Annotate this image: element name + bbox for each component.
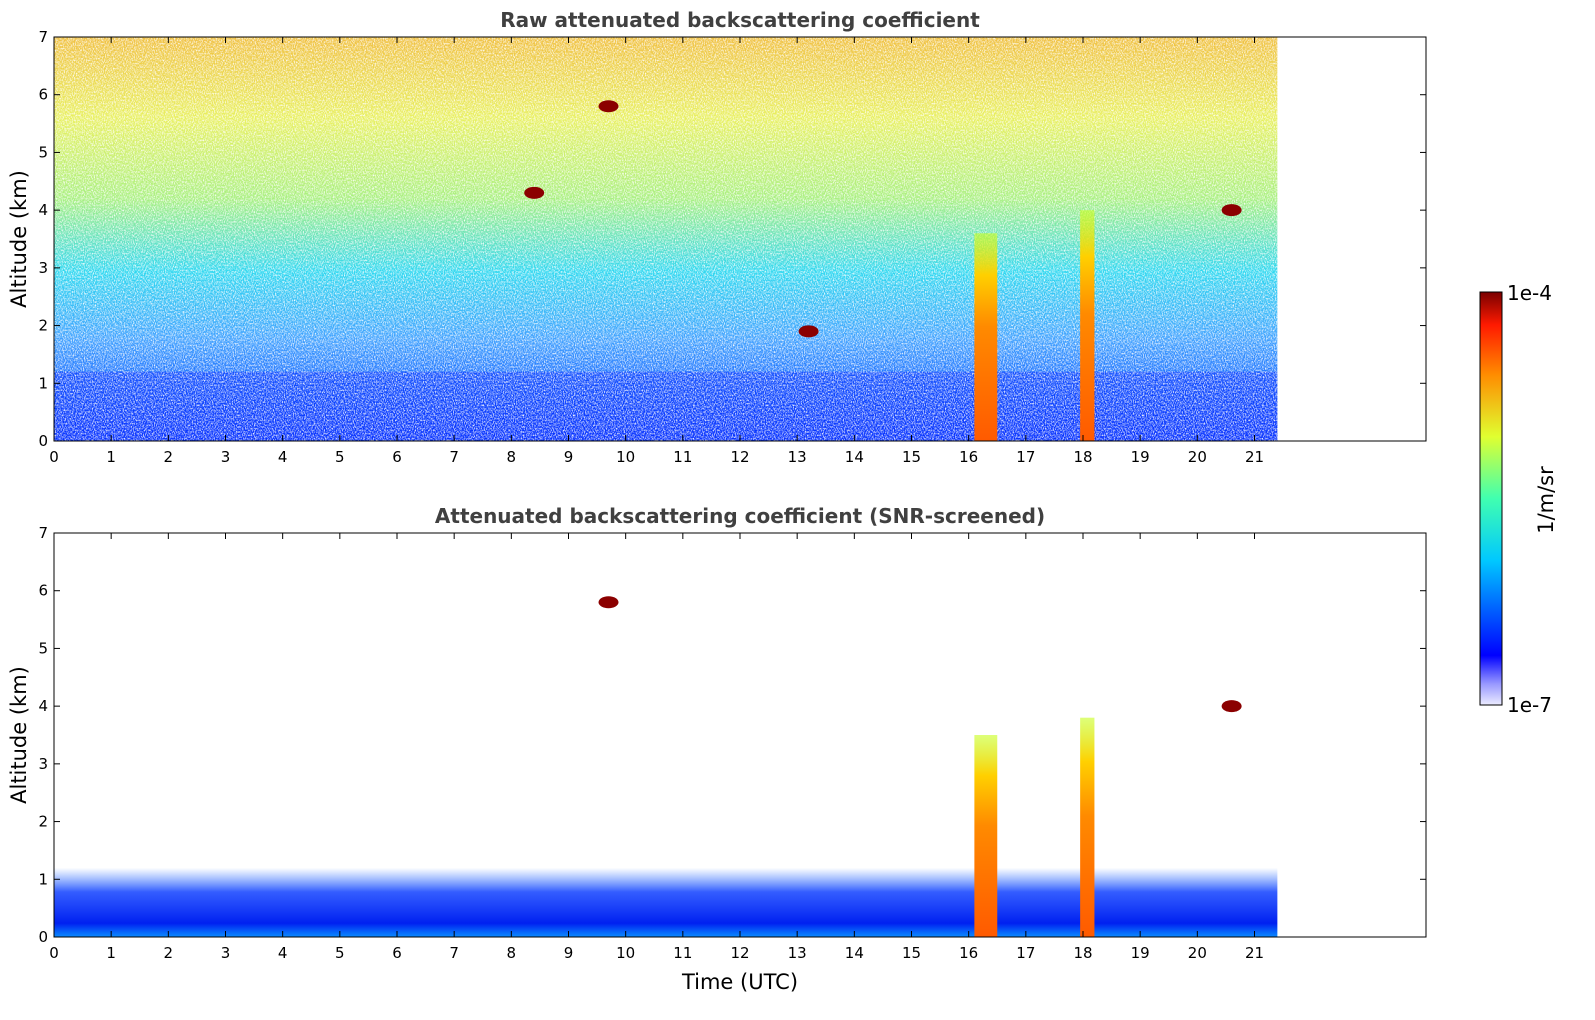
- x-tick-label: 13: [788, 448, 807, 466]
- x-tick-label: 5: [335, 448, 345, 466]
- chart-panel-1: 0 1 2 3 4 5 6 7 8 9 10 11 12 13 14 15 16 17 18 19 20 21012345…: [7, 8, 1427, 466]
- precipitation-column: [974, 233, 998, 441]
- x-tick-label: 10: [616, 944, 635, 962]
- precipitation-column: [1080, 717, 1095, 937]
- y-tick-label: 6: [38, 86, 48, 104]
- cloud-mark: [1221, 204, 1242, 217]
- x-tick-label: 4: [278, 448, 288, 466]
- x-tick-label: 19: [1131, 448, 1150, 466]
- noise-overlay: [54, 37, 1278, 441]
- y-tick-label: 7: [38, 28, 48, 46]
- x-tick-label: 17: [1016, 448, 1035, 466]
- x-tick-label: 11: [673, 448, 692, 466]
- y-tick-label: 7: [38, 524, 48, 542]
- x-tick-label: 11: [673, 944, 692, 962]
- y-tick-label: 5: [38, 639, 48, 657]
- x-tick-label: 3: [221, 448, 231, 466]
- x-tick-label: 15: [902, 448, 921, 466]
- x-tick-label: 8: [507, 944, 517, 962]
- x-axis-label: Time (UTC): [681, 970, 798, 994]
- x-tick-label: 12: [730, 944, 749, 962]
- x-tick-label: 9: [564, 944, 574, 962]
- x-tick-label: 5: [335, 944, 345, 962]
- y-tick-label: 6: [38, 582, 48, 600]
- y-tick-label: 2: [38, 317, 48, 335]
- x-tick-label: 0: [49, 448, 59, 466]
- x-tick-label: 2: [164, 944, 174, 962]
- cloud-mark: [524, 186, 545, 199]
- x-tick-label: 16: [959, 448, 978, 466]
- chart-panel-2: 0 1 2 3 4 5 6 7 8 9 10 11 12 13 14 15 16 17 18 19 20 21012345…: [7, 504, 1427, 994]
- x-tick-label: 17: [1016, 944, 1035, 962]
- x-tick-label: 3: [221, 944, 231, 962]
- y-tick-label: 0: [38, 928, 48, 946]
- precipitation-column: [1080, 210, 1095, 441]
- precipitation-column: [974, 735, 998, 937]
- colorbar-max-label: 1e-4: [1507, 281, 1552, 305]
- x-tick-label: 8: [507, 448, 517, 466]
- x-tick-label: 12: [730, 448, 749, 466]
- x-tick-label: 20: [1188, 448, 1207, 466]
- cloud-mark: [798, 325, 819, 338]
- x-tick-label: 6: [392, 944, 402, 962]
- x-tick-label: 0: [49, 944, 59, 962]
- x-tick-label: 19: [1131, 944, 1150, 962]
- x-tick-label: 7: [449, 944, 459, 962]
- x-tick-label: 1: [106, 944, 116, 962]
- y-tick-label: 3: [38, 755, 48, 773]
- x-tick-label: 18: [1073, 944, 1092, 962]
- x-tick-label: 7: [449, 448, 459, 466]
- x-tick-label: 4: [278, 944, 288, 962]
- y-tick-label: 3: [38, 259, 48, 277]
- x-tick-label: 16: [959, 944, 978, 962]
- x-tick-label: 6: [392, 448, 402, 466]
- y-tick-label: 1: [38, 374, 48, 392]
- x-tick-label: 10: [616, 448, 635, 466]
- x-tick-label: 21: [1245, 944, 1264, 962]
- cloud-mark: [598, 596, 619, 609]
- chart-title: Attenuated backscattering coefficient (S…: [435, 504, 1045, 528]
- x-tick-label: 21: [1245, 448, 1264, 466]
- x-tick-label: 18: [1073, 448, 1092, 466]
- x-tick-label: 14: [845, 944, 864, 962]
- colorbar: 1e-4 1e-7 1/m/sr: [1479, 281, 1558, 717]
- boundary-layer: [54, 867, 1278, 937]
- x-tick-label: 15: [902, 944, 921, 962]
- x-tick-label: 13: [788, 944, 807, 962]
- x-tick-label: 20: [1188, 944, 1207, 962]
- y-tick-label: 4: [38, 697, 48, 715]
- colorbar-min-label: 1e-7: [1507, 693, 1552, 717]
- colorbar-label: 1/m/sr: [1534, 466, 1558, 534]
- x-tick-label: 14: [845, 448, 864, 466]
- x-tick-label: 2: [164, 448, 174, 466]
- y-tick-label: 0: [38, 432, 48, 450]
- y-tick-label: 2: [38, 813, 48, 831]
- y-tick-label: 4: [38, 201, 48, 219]
- y-tick-label: 1: [38, 870, 48, 888]
- x-tick-label: 1: [106, 448, 116, 466]
- y-axis-label: Altitude (km): [7, 170, 31, 308]
- x-tick-label: 9: [564, 448, 574, 466]
- cloud-mark: [1221, 700, 1242, 713]
- y-tick-label: 5: [38, 143, 48, 161]
- chart-title: Raw attenuated backscattering coefficien…: [500, 8, 980, 32]
- y-axis-label: Altitude (km): [7, 666, 31, 804]
- cloud-mark: [598, 100, 619, 113]
- colorbar-gradient: [1479, 291, 1503, 706]
